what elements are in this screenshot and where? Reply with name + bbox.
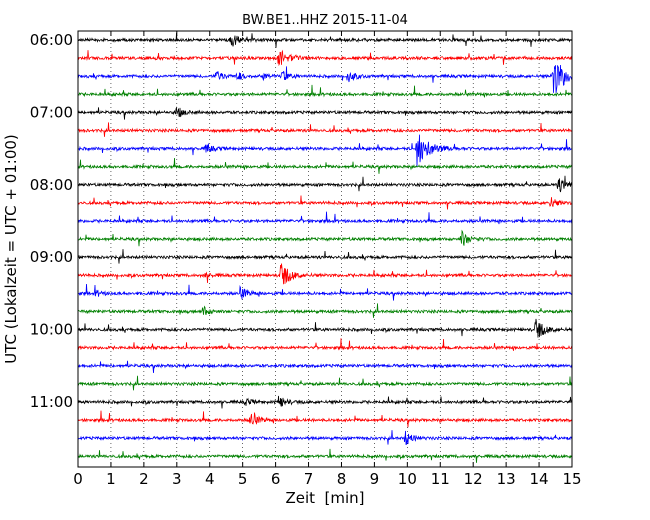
x-axis-label: Zeit [min] (285, 489, 364, 507)
x-axis-ticks: 0 1 2 3 4 5 6 7 8 9 10 11 12 13 14 15 (73, 31, 582, 488)
x-tick-label: 0 (73, 470, 83, 488)
trace-0615 (77, 49, 573, 67)
trace-1115 (77, 410, 573, 428)
x-tick-label: 3 (172, 470, 182, 488)
y-tick-label: 10:00 (30, 321, 73, 339)
trace-0630 (77, 64, 573, 93)
x-tick-label: 13 (497, 470, 516, 488)
y-axis-label: UTC (Lokalzeit = UTC + 01:00) (2, 134, 20, 364)
x-tick-label: 9 (370, 470, 380, 488)
trace-0700 (77, 106, 573, 120)
trace-1045 (77, 375, 573, 391)
y-tick-label: 09:00 (30, 248, 73, 266)
x-tick-label: 15 (562, 470, 581, 488)
trace-1015 (77, 338, 573, 351)
x-tick-label: 12 (464, 470, 483, 488)
x-tick-label: 4 (205, 470, 215, 488)
trace-1145 (77, 448, 573, 463)
trace-0815 (77, 195, 573, 210)
y-tick-label: 11:00 (30, 393, 73, 411)
trace-0745 (77, 158, 573, 174)
trace-1000 (77, 318, 573, 338)
x-tick-label: 1 (106, 470, 116, 488)
x-tick-label: 6 (271, 470, 281, 488)
x-tick-label: 11 (431, 470, 450, 488)
trace-0800 (77, 175, 573, 193)
trace-0845 (77, 229, 573, 247)
y-tick-label: 07:00 (30, 103, 73, 121)
seismic-traces (77, 32, 573, 463)
trace-0900 (77, 249, 573, 264)
y-axis-ticks: 06:00 07:00 08:00 09:00 10:00 11:00 (30, 31, 572, 411)
vertical-gridlines (110, 31, 540, 467)
trace-0945 (77, 303, 573, 318)
x-tick-label: 8 (337, 470, 347, 488)
trace-0830 (77, 211, 573, 225)
y-tick-label: 06:00 (30, 31, 73, 49)
trace-0600 (77, 32, 573, 48)
x-tick-label: 5 (238, 470, 248, 488)
x-tick-label: 2 (139, 470, 149, 488)
trace-1100 (77, 395, 573, 409)
trace-1030 (77, 360, 573, 374)
plot-frame (77, 30, 573, 468)
x-tick-label: 10 (398, 470, 417, 488)
trace-0730 (77, 134, 573, 167)
trace-0715 (77, 122, 573, 137)
x-tick-label: 14 (530, 470, 549, 488)
trace-0645 (77, 84, 573, 98)
trace-0915 (77, 263, 573, 285)
chart-title: BW.BE1..HHZ 2015-11-04 (242, 13, 408, 28)
x-tick-label: 7 (304, 470, 314, 488)
trace-0930 (77, 283, 573, 301)
trace-1130 (77, 430, 573, 445)
y-tick-label: 08:00 (30, 176, 73, 194)
